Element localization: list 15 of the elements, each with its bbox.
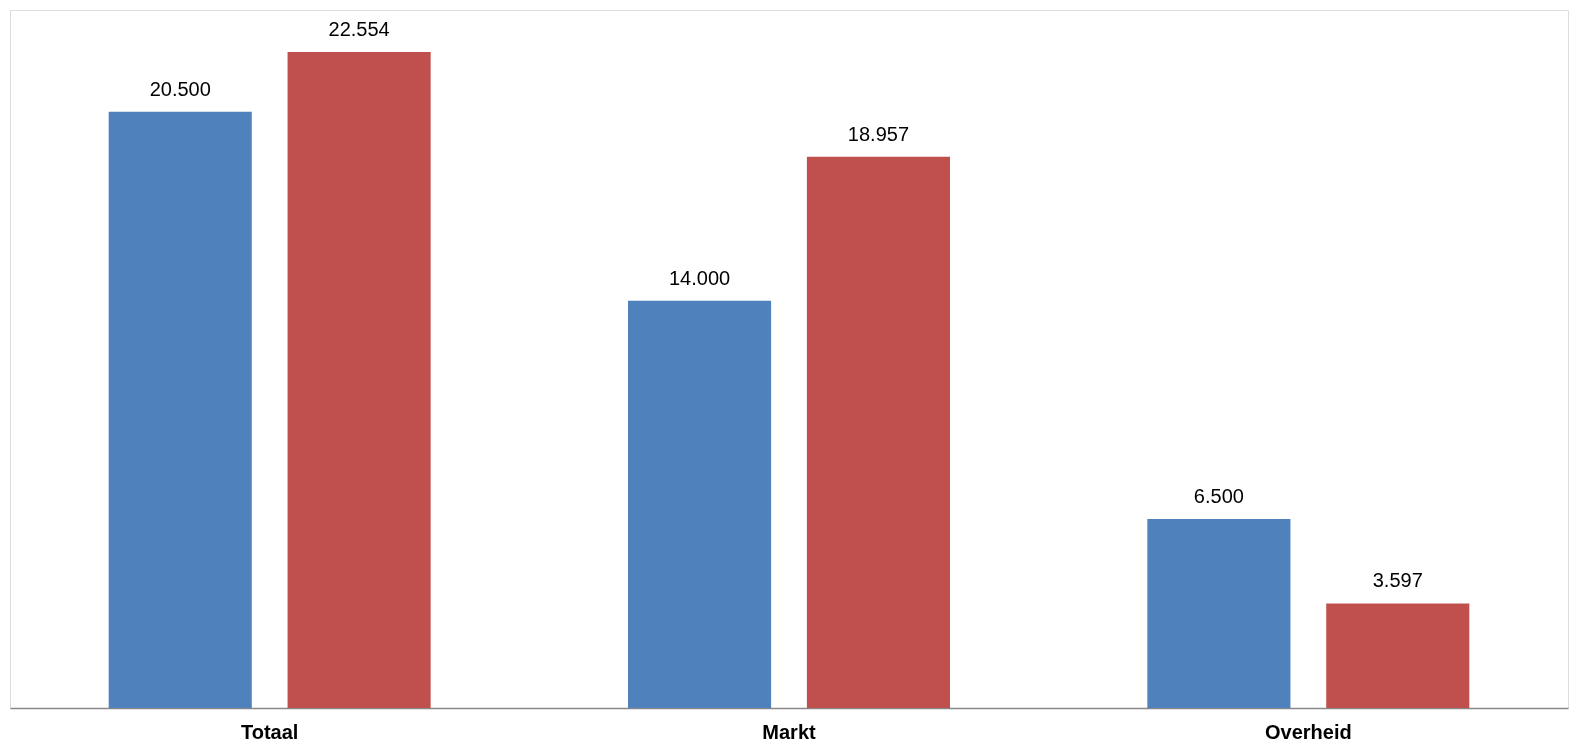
bar bbox=[806, 156, 950, 708]
data-label: 20.500 bbox=[149, 77, 211, 100]
x-tick-label: Markt bbox=[762, 720, 817, 743]
data-label: 18.957 bbox=[847, 122, 910, 145]
data-label: 3.597 bbox=[1372, 569, 1423, 592]
x-tick-label: Overheid bbox=[1264, 720, 1352, 743]
bar bbox=[628, 300, 772, 708]
x-tick-label: Totaal bbox=[240, 720, 299, 743]
data-label: 22.554 bbox=[328, 18, 390, 41]
bar bbox=[108, 111, 252, 708]
bar bbox=[1326, 603, 1470, 708]
data-label: 14.000 bbox=[668, 266, 731, 289]
bar bbox=[1147, 518, 1291, 708]
bar bbox=[287, 52, 431, 708]
data-label: 6.500 bbox=[1193, 484, 1244, 507]
